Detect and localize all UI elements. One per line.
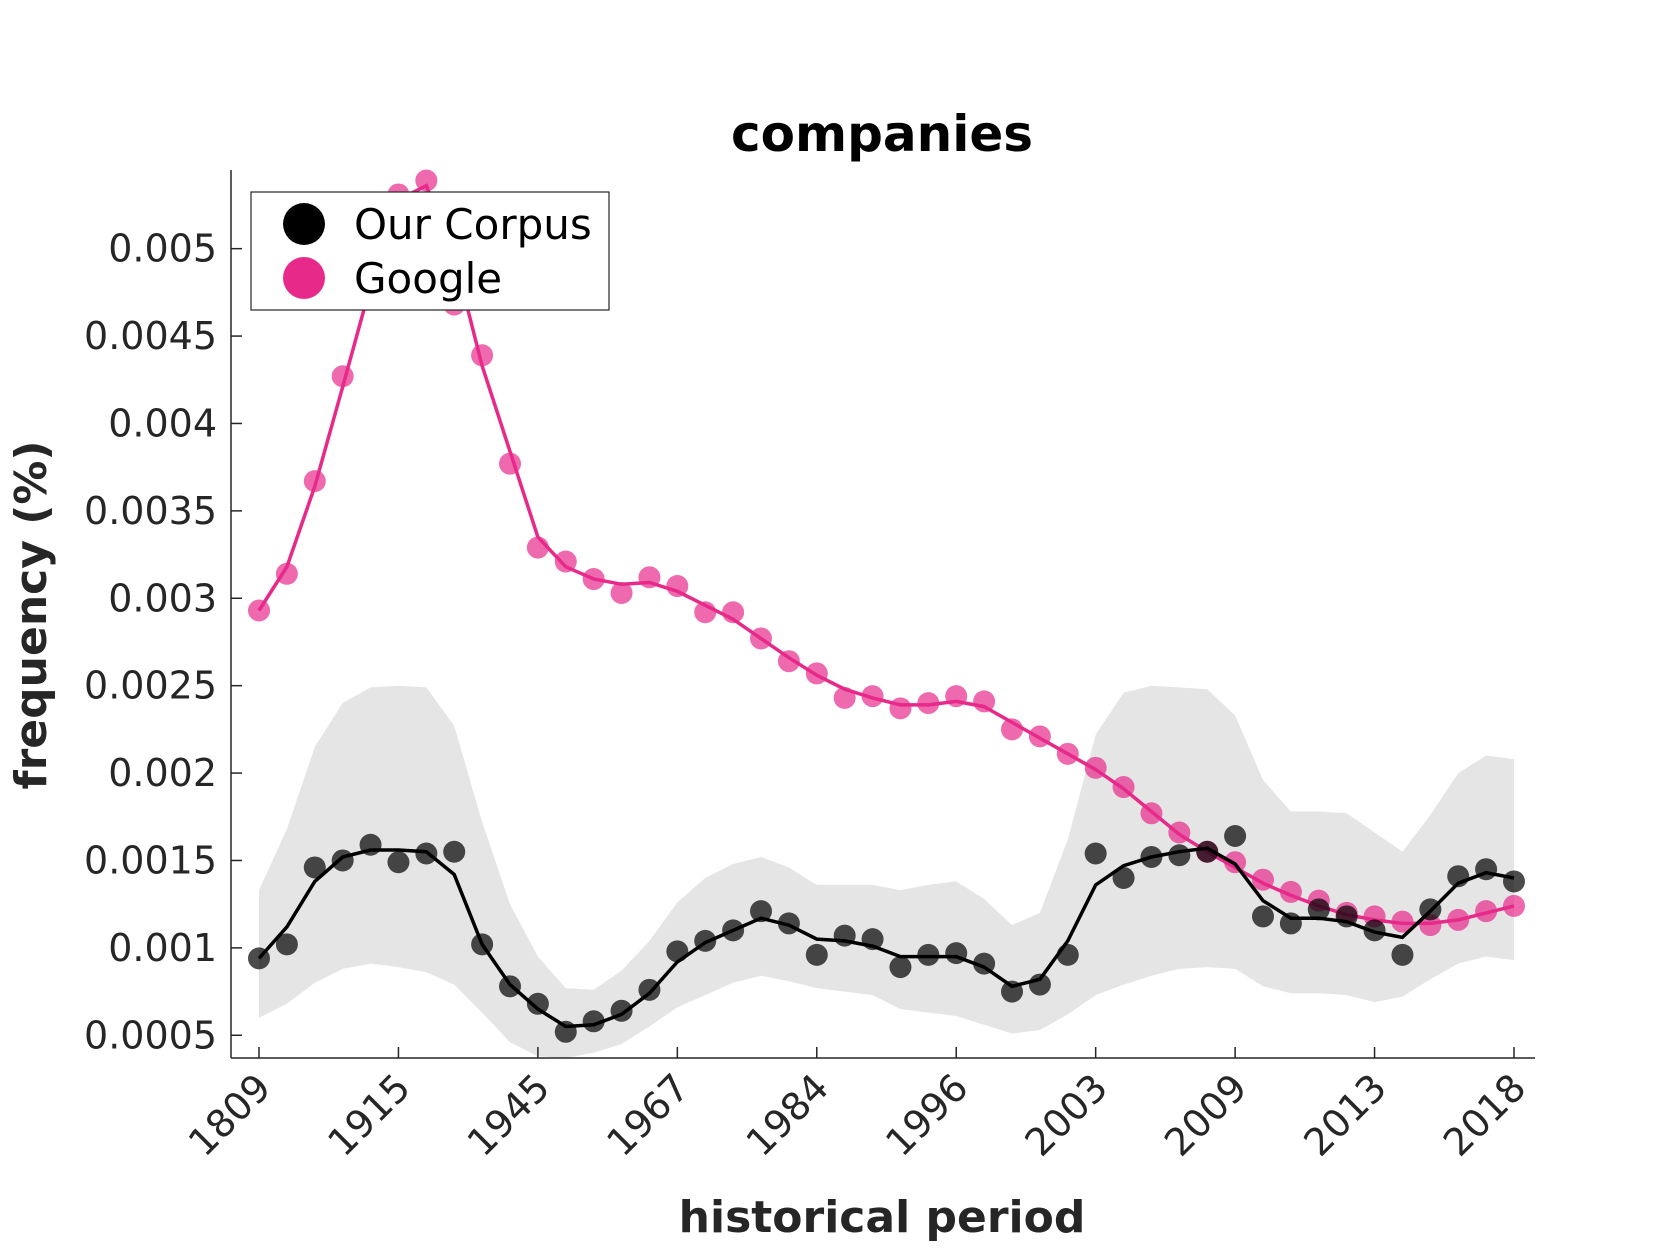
google-point: [1056, 742, 1079, 765]
y-tick-label: 0.003: [108, 576, 217, 620]
our-corpus-point: [554, 1020, 577, 1043]
our-corpus-point: [666, 940, 689, 963]
google-point: [1279, 880, 1302, 903]
google-point: [248, 599, 270, 622]
google-point: [1140, 802, 1163, 825]
our-corpus-point: [1279, 912, 1302, 935]
google-point: [1419, 914, 1442, 937]
google-point: [1252, 868, 1274, 891]
y-tick-labels: 0.0005 0.001 0.0015 0.002 0.0025 0.003 0.0035 0…: [84, 227, 217, 1058]
our-corpus-point: [750, 900, 772, 923]
google-point: [554, 550, 577, 573]
google-point: [1447, 908, 1470, 931]
our-corpus-point: [1196, 840, 1219, 863]
our-corpus-point: [1056, 943, 1079, 966]
google-point: [777, 650, 800, 673]
google-point: [694, 601, 717, 624]
our-corpus-point: [303, 856, 326, 879]
our-corpus-point: [1391, 943, 1414, 966]
google-point: [499, 452, 521, 475]
google-point: [833, 686, 856, 709]
y-tick-label: 0.0025: [84, 664, 217, 708]
our-corpus-confidence-band: [259, 685, 1514, 1058]
chart-title: companies: [731, 105, 1033, 163]
x-ticks: [258, 1047, 1515, 1058]
google-point: [638, 566, 661, 589]
google-point: [666, 575, 689, 598]
google-point: [1028, 725, 1051, 748]
google-point: [889, 697, 912, 720]
our-corpus-point: [1307, 898, 1330, 921]
our-corpus-point: [275, 933, 298, 956]
google-point: [582, 568, 605, 591]
google-smoothed-line: [257, 183, 1515, 926]
google-point: [610, 582, 633, 605]
y-ticks: [231, 247, 242, 1037]
y-tick-label: 0.0005: [84, 1013, 217, 1057]
plot-area: [230, 169, 1535, 1059]
our-corpus-point: [889, 956, 912, 979]
y-tick-label: 0.005: [108, 227, 217, 271]
google-point: [973, 690, 996, 713]
google-point: [526, 536, 549, 559]
google-point: [722, 601, 745, 624]
google-point: [917, 692, 940, 715]
our-corpus-point: [1112, 866, 1135, 889]
y-tick-label: 0.0035: [84, 489, 217, 533]
google-point: [303, 470, 326, 493]
our-corpus-point: [805, 943, 828, 966]
google-point: [1084, 756, 1107, 779]
legend-label-our-corpus: Our Corpus: [354, 200, 592, 249]
google-point: [945, 685, 968, 708]
legend-marker-our-corpus: [283, 203, 325, 245]
google-point: [1503, 894, 1525, 917]
google-point: [415, 169, 438, 192]
our-corpus-point: [331, 849, 354, 872]
y-axis-label: frequency (%): [6, 440, 57, 789]
google-point: [275, 562, 298, 585]
our-corpus-point: [1252, 905, 1274, 928]
google-point: [1168, 821, 1191, 844]
our-corpus-point: [526, 992, 549, 1015]
google-point: [805, 662, 828, 685]
our-corpus-point: [1084, 842, 1107, 865]
legend-label-google: Google: [354, 254, 502, 303]
y-tick-label: 0.004: [108, 401, 217, 445]
our-corpus-point: [1503, 870, 1525, 893]
google-point: [1112, 776, 1135, 799]
google-point: [750, 627, 772, 650]
legend: Our Corpus Google: [250, 191, 610, 311]
google-point: [1475, 900, 1498, 923]
our-corpus-point: [1224, 825, 1247, 847]
y-tick-label: 0.002: [108, 751, 217, 795]
our-corpus-smoothed-line: [257, 846, 1515, 1029]
google-point: [471, 344, 494, 367]
legend-marker-google: [283, 257, 325, 299]
x-axis-label: historical period: [679, 1192, 1086, 1243]
y-tick-label: 0.001: [108, 926, 217, 970]
google-point: [1391, 910, 1414, 933]
our-corpus-point: [1168, 844, 1191, 867]
our-corpus-point: [443, 840, 466, 863]
y-tick-label: 0.0015: [84, 838, 217, 882]
google-point: [1001, 718, 1023, 741]
y-tick-label: 0.0045: [84, 314, 217, 358]
google-point: [861, 685, 884, 708]
google-point: [331, 365, 354, 388]
our-corpus-point: [387, 851, 410, 874]
